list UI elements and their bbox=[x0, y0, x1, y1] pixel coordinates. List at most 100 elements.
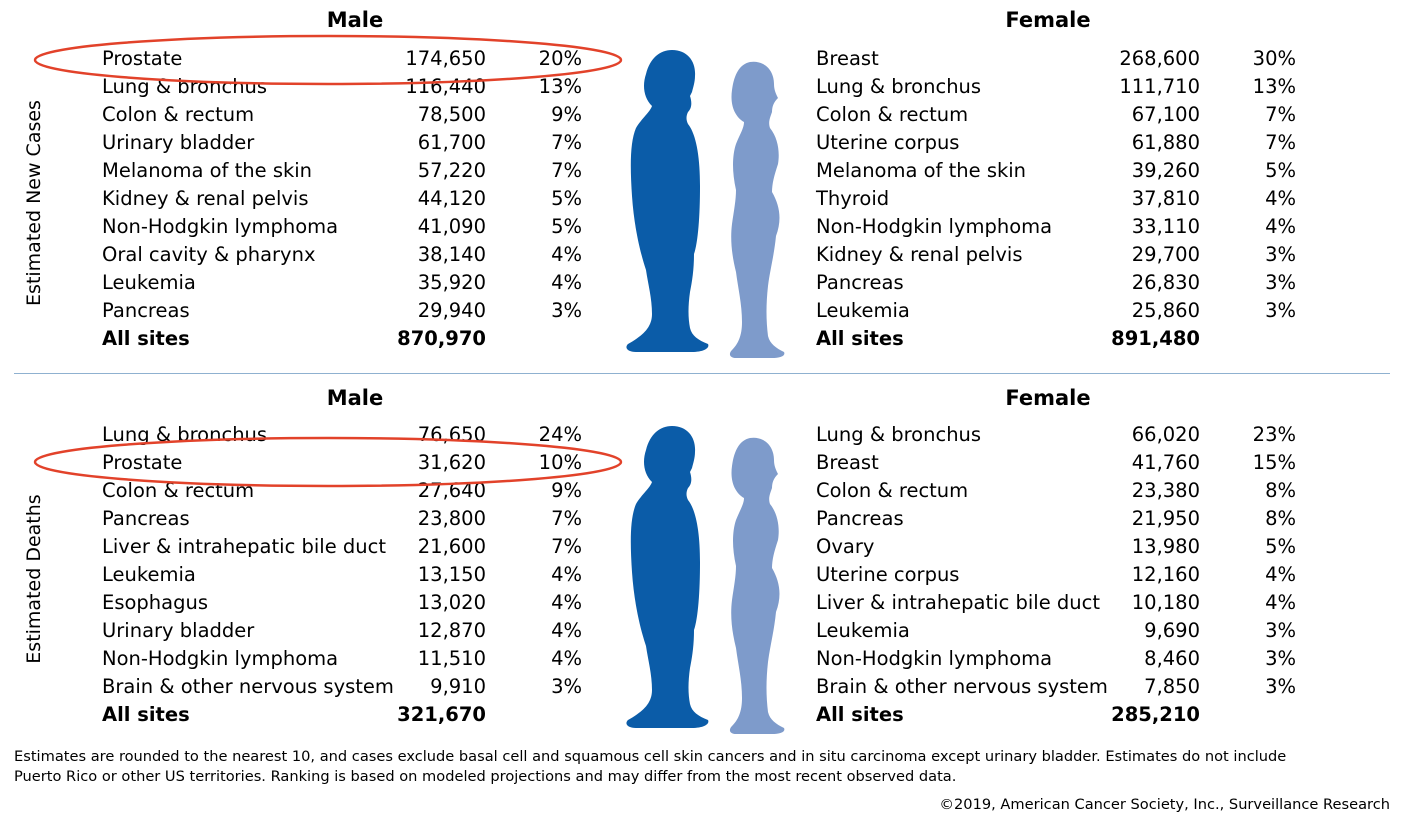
case-count: 41,760 bbox=[1131, 451, 1200, 474]
case-count: 111,710 bbox=[1119, 75, 1200, 98]
site-name: Non-Hodgkin lymphoma bbox=[816, 215, 1053, 238]
case-count: 57,220 bbox=[417, 159, 486, 182]
site-name: Brain & other nervous system bbox=[102, 675, 394, 698]
case-count: 12,870 bbox=[417, 619, 486, 642]
case-count: 10,180 bbox=[1131, 591, 1200, 614]
case-count: 116,440 bbox=[405, 75, 486, 98]
percent: 7% bbox=[551, 535, 582, 558]
site-name: Thyroid bbox=[816, 187, 890, 210]
case-count: 27,640 bbox=[417, 479, 486, 502]
site-name: Non-Hodgkin lymphoma bbox=[102, 215, 339, 238]
percent: 5% bbox=[551, 187, 582, 210]
case-count: 25,860 bbox=[1131, 299, 1200, 322]
percent: 4% bbox=[1265, 187, 1296, 210]
percent: 4% bbox=[1265, 591, 1296, 614]
percent: 13% bbox=[1252, 75, 1296, 98]
case-count: 268,600 bbox=[1119, 47, 1200, 70]
site-name: Prostate bbox=[102, 47, 183, 70]
case-count: 23,800 bbox=[417, 507, 486, 530]
site-name: Oral cavity & pharynx bbox=[102, 243, 316, 266]
percent: 7% bbox=[1265, 103, 1296, 126]
case-count: 61,700 bbox=[417, 131, 486, 154]
site-name: Esophagus bbox=[102, 591, 208, 614]
total-label: All sites bbox=[102, 703, 190, 726]
female-silhouette-icon bbox=[729, 61, 785, 358]
percent: 4% bbox=[551, 243, 582, 266]
site-name: Pancreas bbox=[102, 507, 190, 530]
site-name: Colon & rectum bbox=[816, 103, 969, 126]
site-name: Brain & other nervous system bbox=[816, 675, 1108, 698]
site-name: Ovary bbox=[816, 535, 875, 558]
site-name: Non-Hodgkin lymphoma bbox=[102, 647, 339, 670]
section-label-new-cases: Estimated New Cases bbox=[23, 100, 45, 306]
total-count: 321,670 bbox=[397, 703, 486, 726]
site-name: Leukemia bbox=[816, 619, 910, 642]
total-count: 285,210 bbox=[1111, 703, 1200, 726]
site-name: Breast bbox=[816, 451, 879, 474]
percent: 24% bbox=[538, 423, 582, 446]
site-name: Lung & bronchus bbox=[102, 75, 268, 98]
percent: 3% bbox=[1265, 619, 1296, 642]
site-name: Pancreas bbox=[102, 299, 190, 322]
total-count: 870,970 bbox=[397, 327, 486, 350]
site-name: Uterine corpus bbox=[816, 131, 960, 154]
site-name: Pancreas bbox=[816, 507, 904, 530]
section-divider bbox=[14, 373, 1390, 374]
site-name: Lung & bronchus bbox=[816, 423, 982, 446]
percent: 4% bbox=[551, 619, 582, 642]
case-count: 78,500 bbox=[417, 103, 486, 126]
site-name: Colon & rectum bbox=[102, 103, 255, 126]
percent: 3% bbox=[1265, 299, 1296, 322]
site-name: Leukemia bbox=[102, 563, 196, 586]
percent: 3% bbox=[1265, 243, 1296, 266]
site-name: Lung & bronchus bbox=[816, 75, 982, 98]
percent: 30% bbox=[1252, 47, 1296, 70]
site-name: Urinary bladder bbox=[102, 131, 255, 154]
case-count: 21,600 bbox=[417, 535, 486, 558]
percent: 7% bbox=[551, 159, 582, 182]
site-name: Lung & bronchus bbox=[102, 423, 268, 446]
case-count: 8,460 bbox=[1144, 647, 1200, 670]
case-count: 9,910 bbox=[430, 675, 486, 698]
case-count: 33,110 bbox=[1131, 215, 1200, 238]
percent: 4% bbox=[1265, 215, 1296, 238]
case-count: 31,620 bbox=[417, 451, 486, 474]
case-count: 67,100 bbox=[1131, 103, 1200, 126]
male-silhouette-icon bbox=[626, 426, 709, 728]
site-name: Prostate bbox=[102, 451, 183, 474]
percent: 5% bbox=[551, 215, 582, 238]
percent: 9% bbox=[551, 479, 582, 502]
percent: 7% bbox=[1265, 131, 1296, 154]
case-count: 76,650 bbox=[417, 423, 486, 446]
site-name: Kidney & renal pelvis bbox=[102, 187, 309, 210]
section-label-deaths: Estimated Deaths bbox=[23, 494, 45, 664]
female-header-new-cases: Female bbox=[1005, 8, 1091, 32]
case-count: 29,940 bbox=[417, 299, 486, 322]
percent: 20% bbox=[538, 47, 582, 70]
case-count: 21,950 bbox=[1131, 507, 1200, 530]
percent: 4% bbox=[1265, 563, 1296, 586]
site-name: Kidney & renal pelvis bbox=[816, 243, 1023, 266]
percent: 4% bbox=[551, 591, 582, 614]
percent: 4% bbox=[551, 563, 582, 586]
case-count: 66,020 bbox=[1131, 423, 1200, 446]
percent: 9% bbox=[551, 103, 582, 126]
site-name: Colon & rectum bbox=[102, 479, 255, 502]
percent: 7% bbox=[551, 131, 582, 154]
percent: 13% bbox=[538, 75, 582, 98]
total-label: All sites bbox=[816, 703, 904, 726]
case-count: 13,150 bbox=[417, 563, 486, 586]
site-name: Leukemia bbox=[102, 271, 196, 294]
site-name: Melanoma of the skin bbox=[102, 159, 313, 182]
site-name: Urinary bladder bbox=[102, 619, 255, 642]
percent: 3% bbox=[551, 675, 582, 698]
case-count: 23,380 bbox=[1131, 479, 1200, 502]
site-name: Colon & rectum bbox=[816, 479, 969, 502]
total-count: 891,480 bbox=[1111, 327, 1200, 350]
site-name: Uterine corpus bbox=[816, 563, 960, 586]
site-name: Breast bbox=[816, 47, 879, 70]
copyright: ©2019, American Cancer Society, Inc., Su… bbox=[939, 796, 1390, 813]
site-name: Pancreas bbox=[816, 271, 904, 294]
female-silhouette-icon bbox=[729, 437, 785, 734]
case-count: 38,140 bbox=[417, 243, 486, 266]
